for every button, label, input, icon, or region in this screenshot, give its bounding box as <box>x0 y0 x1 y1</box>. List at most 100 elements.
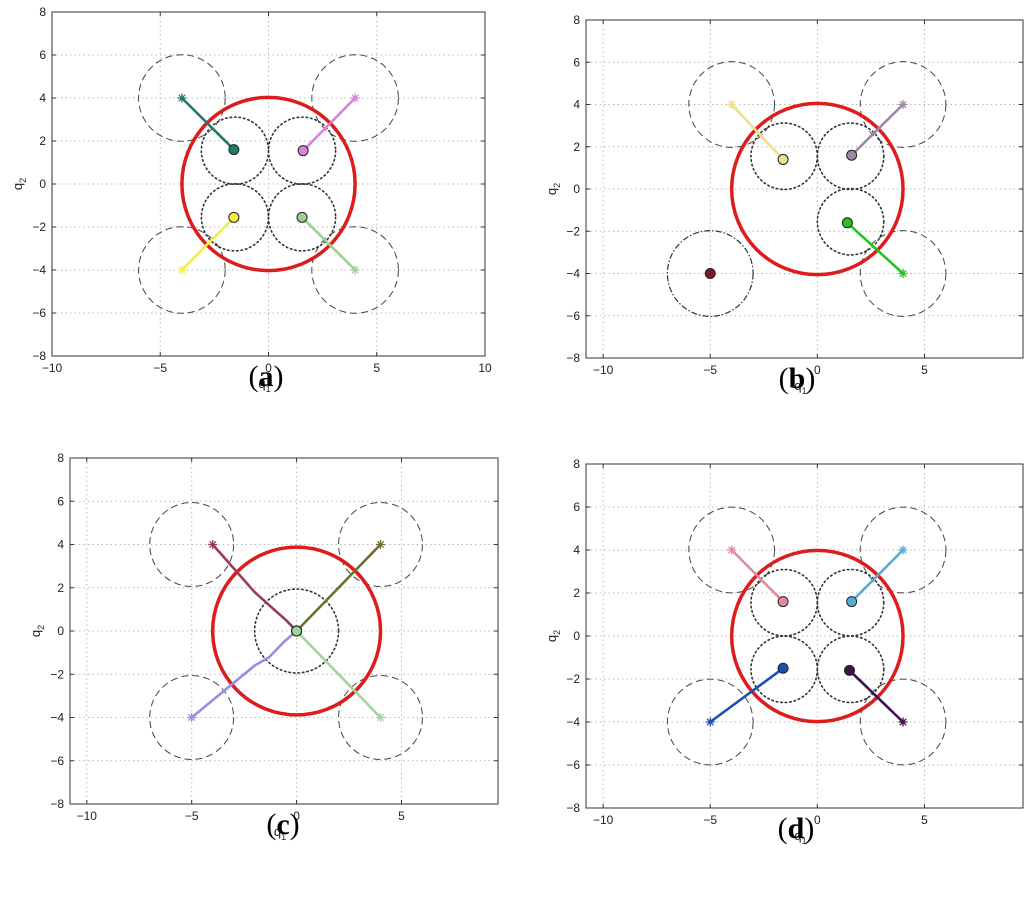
y-tick-label: 4 <box>573 543 580 557</box>
plot-content <box>149 502 423 760</box>
dashed-circle <box>859 506 947 594</box>
dashed-circle <box>149 502 235 587</box>
plot-area <box>586 464 1023 808</box>
dashed-circle <box>666 678 754 766</box>
y-tick-label: −2 <box>50 667 64 681</box>
panel-caption: (c) <box>266 808 299 841</box>
start-marker <box>376 540 386 549</box>
y-tick-label: 8 <box>573 457 580 471</box>
y-tick-label: 6 <box>39 48 46 62</box>
dotted-circle <box>267 182 337 252</box>
start-marker <box>898 269 908 278</box>
end-point-marker <box>843 664 855 676</box>
x-tick-label: −10 <box>42 361 63 375</box>
trajectory-line <box>730 549 785 603</box>
dashed-circle <box>338 675 423 760</box>
trajectory-line <box>850 549 904 603</box>
dashed-circle <box>859 230 947 317</box>
dashed-circle <box>149 675 235 760</box>
y-axis-label: q2 <box>544 630 562 642</box>
dotted-circle <box>816 122 885 191</box>
start-marker <box>376 713 386 722</box>
chart-panel-d: −10 −5 0 5 −8 −6 −4 −2 0 2 4 6 8 q1 q2 (d) <box>544 457 1024 846</box>
end-point-marker <box>296 211 308 223</box>
x-tick-label: −5 <box>703 363 717 377</box>
end-point-marker <box>846 596 858 608</box>
red-boundary-circle <box>729 548 905 724</box>
y-axis-label: q2 <box>10 178 28 190</box>
y-tick-label: 6 <box>573 500 580 514</box>
y-tick-label: −6 <box>32 306 46 320</box>
y-axis-label: q2 <box>544 183 562 195</box>
red-boundary-circle <box>210 545 383 717</box>
y-tick-label: 0 <box>573 629 580 643</box>
y-tick-label: 4 <box>39 91 46 105</box>
trajectory-line <box>302 97 357 152</box>
end-point-marker <box>291 625 303 637</box>
x-tick-label: 0 <box>293 809 300 823</box>
chart-panel-a: −10 −5 0 5 10 −8 −6 −4 −2 0 2 4 6 8 q1 q2 (a) <box>10 5 492 394</box>
y-tick-label: 8 <box>57 451 64 465</box>
y-tick-label: 6 <box>57 494 64 508</box>
plot-area <box>586 20 1023 358</box>
end-point-marker <box>841 217 853 229</box>
trajectory-line <box>295 543 382 632</box>
start-marker <box>898 100 908 109</box>
dashed-circle <box>338 502 423 587</box>
trajectory-line <box>180 97 235 151</box>
y-tick-label: 8 <box>573 13 580 27</box>
y-tick-label: −2 <box>566 224 580 238</box>
x-tick-label: −5 <box>185 809 199 823</box>
x-axis-label: q1 <box>274 824 286 842</box>
plot-content <box>666 506 947 766</box>
dashed-circle <box>311 54 399 142</box>
y-tick-label: −8 <box>50 797 64 811</box>
red-boundary-circle <box>180 95 357 273</box>
x-tick-label: 10 <box>478 361 492 375</box>
trajectory-line <box>301 216 357 271</box>
y-tick-label: 4 <box>573 98 580 112</box>
y-tick-label: 0 <box>39 177 46 191</box>
start-marker <box>177 265 187 275</box>
dotted-circle <box>816 635 885 704</box>
end-point-marker <box>777 596 789 608</box>
dashed-circle <box>688 506 776 594</box>
y-tick-label: −6 <box>566 309 580 323</box>
y-tick-label: −8 <box>566 801 580 815</box>
x-tick-label: 0 <box>265 361 272 375</box>
x-axis-label: q1 <box>258 376 270 394</box>
dotted-circle <box>267 116 337 186</box>
end-point-marker <box>228 144 240 156</box>
y-tick-label: 4 <box>57 538 64 552</box>
y-tick-label: −4 <box>566 267 580 281</box>
trajectory-line <box>190 630 298 719</box>
start-marker <box>727 100 737 109</box>
x-tick-label: 5 <box>921 363 928 377</box>
y-tick-label: −6 <box>566 758 580 772</box>
lone-point-marker <box>704 268 716 279</box>
x-tick-label: −5 <box>703 813 717 827</box>
trajectory-line <box>730 103 785 161</box>
y-tick-label: 0 <box>573 182 580 196</box>
chart-panel-b: −10 −5 0 5 −8 −6 −4 −2 0 2 4 6 8 q1 q2 (b) <box>544 13 1024 396</box>
y-tick-label: 6 <box>573 55 580 69</box>
panel-caption: (a) <box>249 360 284 393</box>
trajectory-line <box>709 667 784 724</box>
end-point-marker <box>846 149 858 161</box>
y-tick-label: 8 <box>39 5 46 19</box>
y-tick-label: 2 <box>573 586 580 600</box>
dotted-circle <box>816 187 885 256</box>
start-marker <box>898 717 908 727</box>
trajectory-line <box>180 216 235 271</box>
trajectory-line <box>850 103 904 157</box>
y-tick-label: −8 <box>566 351 580 365</box>
x-axis-label: q1 <box>794 828 806 846</box>
start-marker <box>208 540 218 549</box>
plot-content <box>138 54 399 314</box>
y-tick-label: 2 <box>57 581 64 595</box>
y-tick-label: −4 <box>50 711 64 725</box>
y-axis-label: q2 <box>28 625 46 637</box>
dotted-circle <box>816 568 885 637</box>
trajectory-line <box>211 543 298 632</box>
